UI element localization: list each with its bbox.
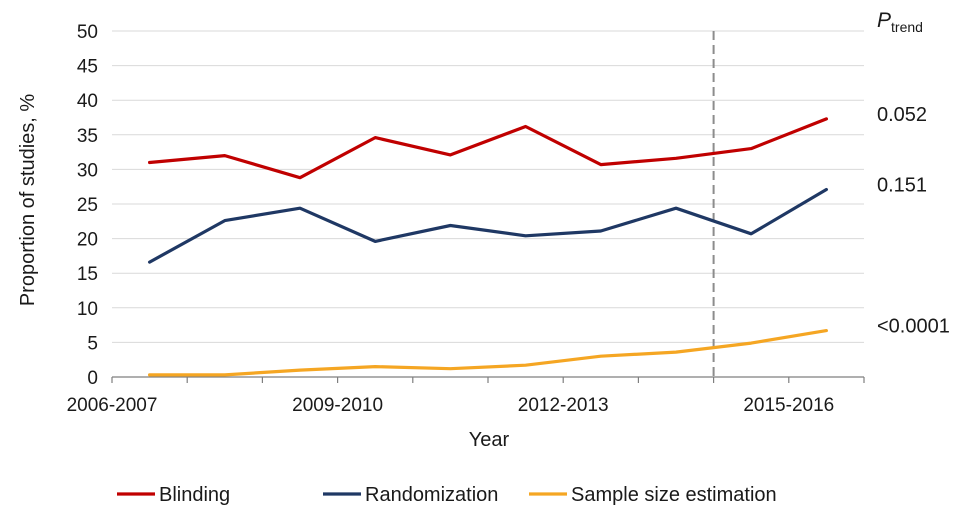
legend-label: Randomization: [365, 484, 498, 506]
x-tick-label: 2015-2016: [743, 395, 834, 416]
y-tick-label: 50: [77, 22, 98, 43]
series-line-randomization: [148, 187, 829, 264]
series-line-blinding: [148, 117, 829, 180]
y-tick-label: 0: [87, 368, 98, 389]
p-trend-column: Ptrend 0.052 0.151 <0.0001: [877, 9, 950, 338]
p-trend-value: <0.0001: [877, 316, 950, 338]
x-axis: 2006-2007 2009-2010 2012-2013 2015-2016: [67, 376, 865, 416]
x-tick-label: 2009-2010: [292, 395, 383, 416]
y-axis-ticks: 0 5 10 15 20 25 30 35 40 45 50: [77, 22, 98, 389]
series-line-sample-size-estimation: [148, 329, 829, 377]
x-tick-label: 2006-2007: [67, 395, 158, 416]
y-axis-label: Proportion of studies, %: [17, 94, 39, 307]
x-tick-label: 2012-2013: [518, 395, 609, 416]
y-tick-label: 5: [87, 333, 98, 354]
y-tick-label: 15: [77, 264, 98, 285]
p-trend-value: 0.151: [877, 174, 927, 196]
legend-label: Sample size estimation: [571, 484, 777, 506]
y-tick-label: 45: [77, 57, 98, 78]
y-tick-label: 30: [77, 160, 98, 181]
y-tick-label: 10: [77, 299, 98, 320]
grid-lines: [112, 30, 864, 343]
x-axis-label: Year: [469, 429, 510, 451]
series-lines: [148, 117, 829, 377]
p-trend-value: 0.052: [877, 104, 927, 126]
y-tick-label: 35: [77, 126, 98, 147]
y-tick-label: 20: [77, 230, 98, 251]
y-tick-label: 40: [77, 91, 98, 112]
y-tick-label: 25: [77, 195, 98, 216]
legend-label: Blinding: [159, 484, 230, 506]
p-trend-header: Ptrend: [877, 9, 923, 35]
legend: Blinding Randomization Sample size estimat…: [117, 484, 777, 506]
